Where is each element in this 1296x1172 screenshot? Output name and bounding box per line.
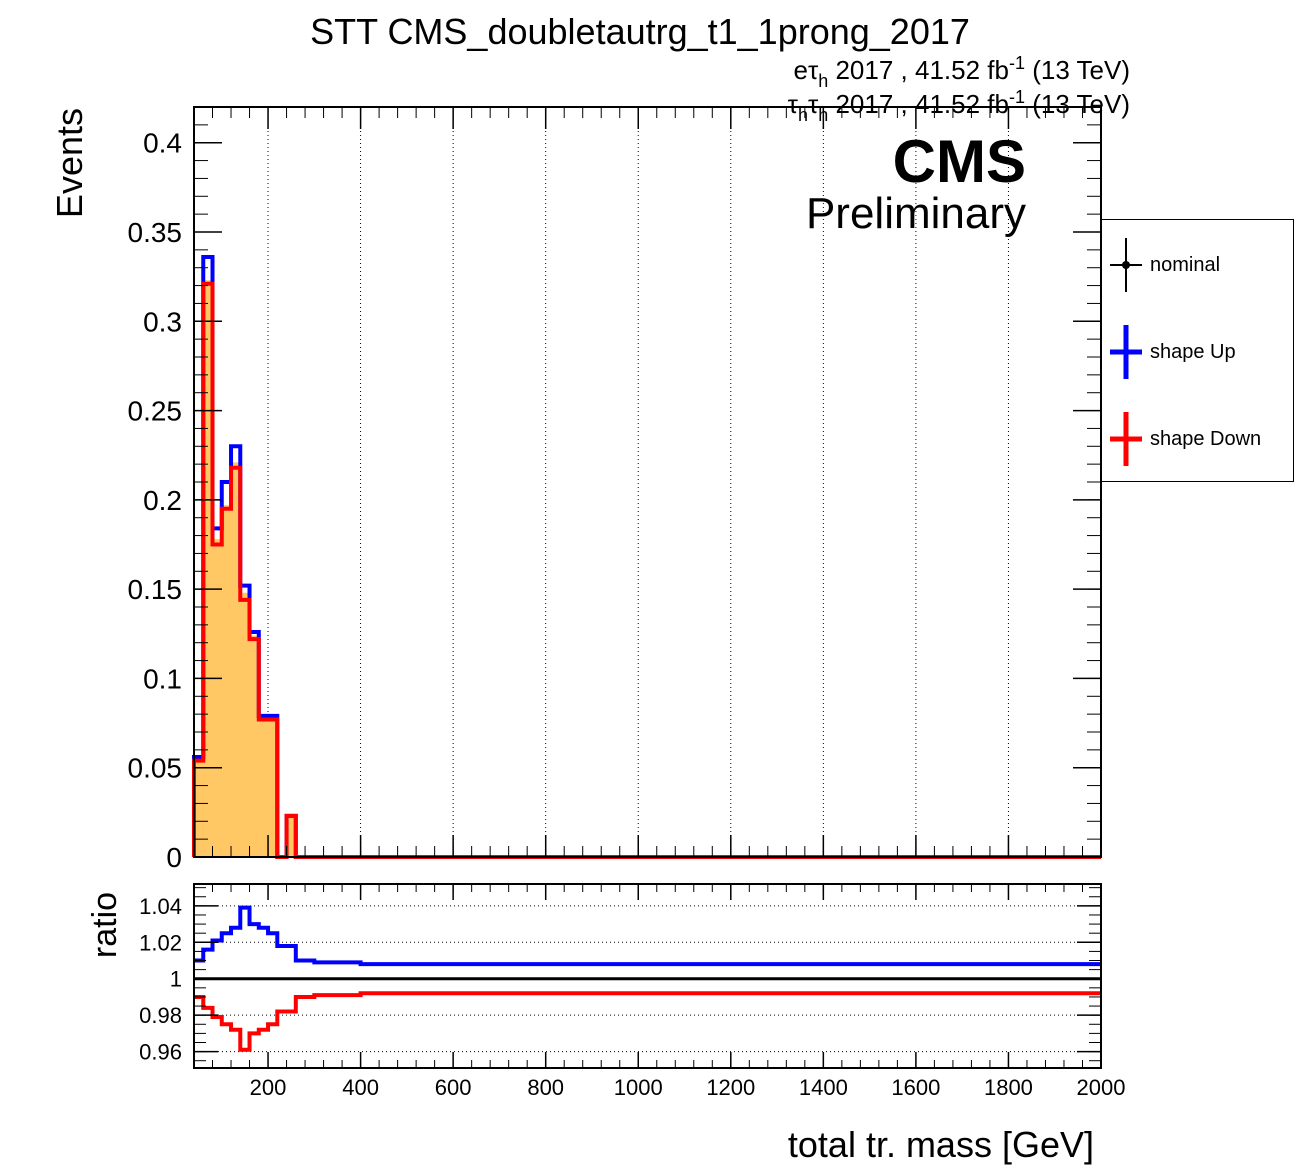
main-histograms <box>192 255 1101 859</box>
main-grid <box>267 107 1009 857</box>
x-tick-label: 200 <box>250 1075 287 1100</box>
main-y-tick-label: 0.4 <box>143 128 182 159</box>
point-marker-icon <box>1110 238 1142 292</box>
legend-label-nominal: nominal <box>1150 254 1221 276</box>
x-tick-label: 1400 <box>799 1075 848 1100</box>
legend-entry-shape-up: shape Up <box>1102 322 1292 382</box>
legend-label-shape-up: shape Up <box>1150 341 1236 363</box>
ratio-y-tick-label: 0.98 <box>139 1003 182 1028</box>
ratio-y-tick-label: 1 <box>170 967 182 992</box>
main-y-tick-label: 0.25 <box>128 396 183 427</box>
cms-label: CMS <box>893 128 1026 195</box>
nominal-histogram-fill <box>194 280 1101 857</box>
shape-up-histogram-line <box>192 255 1101 859</box>
main-y-tick-label: 0.1 <box>143 663 182 694</box>
main-axis-ticks: 0 0.05 0.1 0.15 0.2 0.25 0.3 0.35 0.4 <box>128 106 1102 873</box>
main-y-tick-label: 0.3 <box>143 306 182 337</box>
lumi-label-etau: eτh 2017 , 41.52 fb-1 (13 TeV) <box>794 53 1131 91</box>
main-plot-frame <box>193 106 1102 858</box>
x-tick-label: 1000 <box>614 1075 663 1100</box>
x-tick-label: 600 <box>435 1075 472 1100</box>
ratio-y-tick-label: 0.96 <box>139 1040 182 1065</box>
legend: nominal shape Up shape Down <box>1101 219 1294 482</box>
ratio-axis-ticks: 0.96 0.98 1 1.02 1.04 200 400 600 800 1000 1200 140… <box>139 884 1125 1100</box>
x-tick-label: 2000 <box>1077 1075 1126 1100</box>
lumi-label-tautau: τhτh 2017 , 41.52 fb-1 (13 TeV) <box>788 87 1130 125</box>
ratio-lines <box>194 905 1101 1052</box>
ratio-y-tick-label: 1.02 <box>139 930 182 955</box>
ratio-y-axis-label: ratio <box>86 892 124 958</box>
shape-down-histogram-line <box>192 281 1101 859</box>
legend-entry-shape-down: shape Down <box>1102 409 1292 469</box>
x-axis-label: total tr. mass [GeV] <box>788 1124 1094 1165</box>
shape-down-ratio-line <box>194 991 1101 1052</box>
main-y-tick-label: 0.35 <box>128 217 183 248</box>
legend-label-shape-down: shape Down <box>1150 428 1262 450</box>
main-y-axis-label: Events <box>49 108 90 218</box>
main-y-tick-label: 0.05 <box>128 753 183 784</box>
main-y-tick-label: 0.15 <box>128 574 183 605</box>
cms-sublabel: Preliminary <box>806 189 1026 238</box>
chart-title: STT CMS_doubletautrg_t1_1prong_2017 <box>310 11 970 52</box>
ratio-plot-frame <box>193 883 1102 1069</box>
main-y-tick-label: 0.2 <box>143 485 182 516</box>
x-tick-label: 1600 <box>891 1075 940 1100</box>
x-tick-label: 1800 <box>984 1075 1033 1100</box>
red-line-marker-icon <box>1110 412 1142 466</box>
main-y-tick-label: 0 <box>166 842 182 873</box>
blue-line-marker-icon <box>1110 325 1142 379</box>
x-tick-label: 1200 <box>706 1075 755 1100</box>
x-tick-label: 400 <box>342 1075 379 1100</box>
legend-entry-nominal: nominal <box>1102 235 1292 295</box>
ratio-y-tick-label: 1.04 <box>139 894 182 919</box>
x-tick-label: 800 <box>527 1075 564 1100</box>
shape-up-ratio-line <box>194 905 1101 967</box>
